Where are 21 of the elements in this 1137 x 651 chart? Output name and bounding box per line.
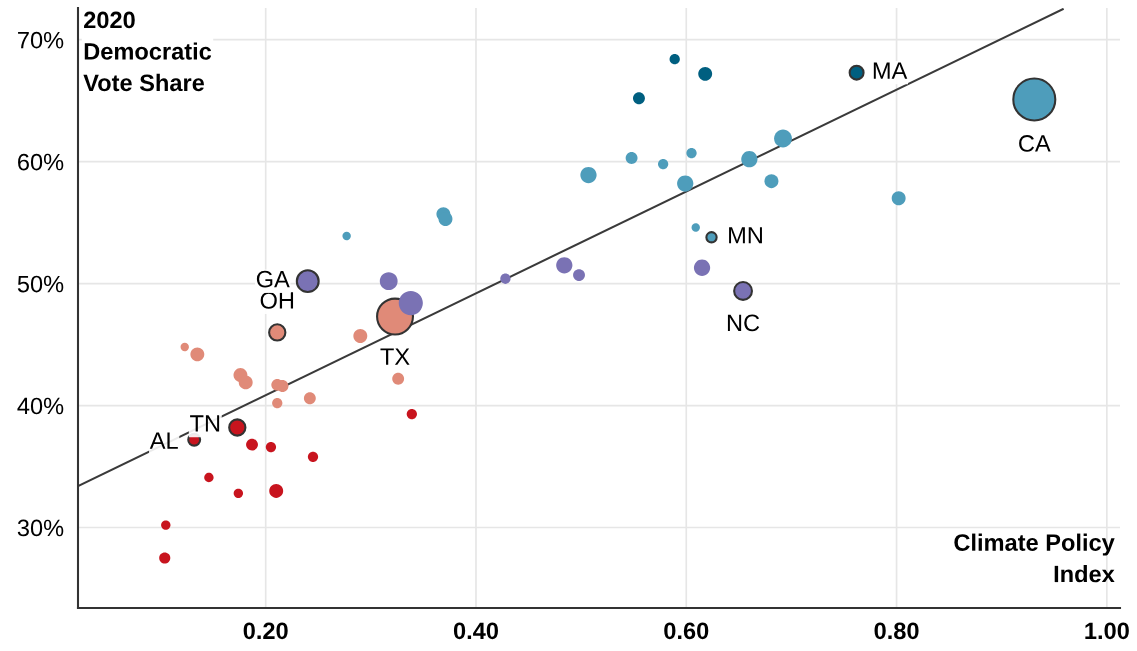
x-tick-label: 0.80 xyxy=(874,622,919,640)
x-tick-label: 0.60 xyxy=(664,622,709,640)
y-tick-label: 60% xyxy=(18,153,64,171)
data-label: TX xyxy=(380,348,410,365)
data-label: AL xyxy=(149,432,178,449)
y-tick-label: 40% xyxy=(17,397,64,415)
y-tick-label: 70% xyxy=(18,31,64,49)
x-axis-title: Climate Policy Index xyxy=(954,533,1115,583)
data-label: GA xyxy=(256,270,290,288)
y-tick-label: 50% xyxy=(17,275,64,293)
y-axis-title: 2020 Democratic Vote Share xyxy=(83,11,212,92)
data-label: MN xyxy=(729,227,762,244)
data-label: NC xyxy=(727,314,760,332)
x-tick-label: 0.20 xyxy=(243,622,288,640)
data-label: TN xyxy=(190,415,220,432)
x-tick-label: 1.00 xyxy=(1085,622,1129,640)
data-label: MA xyxy=(873,62,908,79)
data-label: OH xyxy=(260,292,294,309)
x-tick-label: 0.40 xyxy=(453,622,498,640)
data-label: CA xyxy=(1019,135,1051,152)
y-tick-label: 30% xyxy=(17,519,64,537)
